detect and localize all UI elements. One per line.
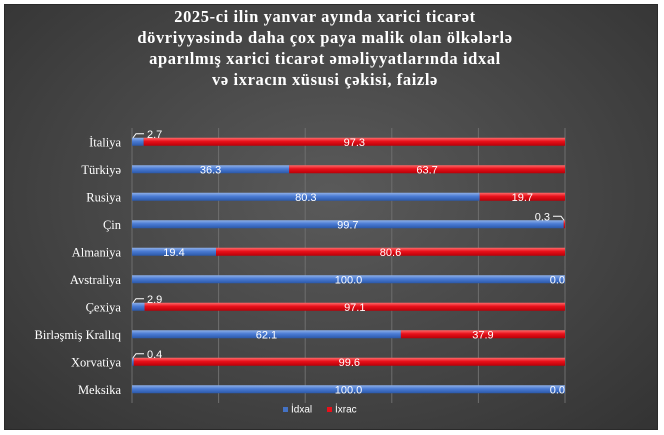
category-label: Çin: [103, 218, 122, 232]
bar-ixrac: [143, 137, 566, 146]
bar-idxal: [132, 192, 480, 201]
category-label: Almaniya: [72, 245, 122, 259]
bar-ixrac: [400, 330, 565, 339]
data-label-idxal: 36.3: [200, 164, 221, 176]
data-label-idxal: 80.3: [295, 192, 316, 204]
legend-marker-ixrac: [327, 407, 332, 412]
data-label-ixrac: 0.0: [550, 384, 565, 396]
data-label-ixrac: 0.0: [550, 274, 565, 286]
data-label-ixrac: 19.7: [512, 192, 533, 204]
leader-line: [132, 298, 144, 304]
data-label-idxal: 100.0: [335, 274, 363, 286]
legend-marker-idxal: [283, 407, 288, 412]
chart-title-line-4: və ixracın xüsusi çəkisi, faizlə: [212, 70, 438, 89]
data-label-idxal: 2.9: [147, 294, 162, 306]
category-label: Avstraliya: [70, 273, 122, 287]
bar-idxal: [132, 357, 134, 366]
data-label-ixrac: 0.3: [535, 211, 550, 223]
data-label-idxal: 100.0: [335, 384, 363, 396]
bar-ixrac: [216, 247, 565, 256]
category-label: Birləşmiş Krallıq: [35, 328, 122, 342]
legend-label-idxal: İdxal: [291, 403, 312, 416]
bar-ixrac: [289, 165, 565, 174]
bar-idxal: [132, 330, 401, 339]
category-label: İtaliya: [89, 135, 121, 149]
bar-idxal: [132, 385, 565, 394]
bar-ixrac: [144, 302, 565, 311]
data-label-idxal: 2.7: [147, 129, 162, 141]
data-label-idxal: 0.4: [147, 349, 162, 361]
data-label-ixrac: 97.1: [344, 302, 365, 314]
bar-ixrac: [479, 192, 565, 201]
data-label-ixrac: 99.6: [339, 357, 360, 369]
category-label: Türkiyə: [81, 163, 121, 177]
data-label-idxal: 19.4: [163, 247, 184, 259]
category-label: Xorvatiya: [71, 355, 121, 369]
bar-ixrac: [563, 220, 565, 229]
leader-line: [132, 133, 144, 139]
leader-line: [132, 353, 144, 359]
bar-idxal: [132, 247, 217, 256]
chart-title-line-1: 2025-ci ilin yanvar ayında xarici ticarə…: [174, 7, 476, 26]
category-label: Meksika: [78, 383, 122, 397]
category-label: Rusiya: [86, 190, 121, 204]
data-label-ixrac: 80.6: [380, 247, 401, 259]
data-label-idxal: 99.7: [337, 219, 358, 231]
bar-idxal: [132, 275, 565, 284]
bar-idxal: [132, 302, 145, 311]
chart-title: 2025-ci ilin yanvar ayında xarici ticarə…: [60, 6, 590, 90]
data-label-ixrac: 97.3: [344, 137, 365, 149]
bar-idxal: [132, 165, 290, 174]
chart-title-line-2: dövriyyəsində daha çox paya malik olan ö…: [137, 28, 513, 47]
data-label-ixrac: 37.9: [472, 329, 493, 341]
category-label: Çexiya: [86, 300, 122, 314]
legend-label-ixrac: İxrac: [335, 403, 357, 416]
data-label-idxal: 62.1: [256, 329, 277, 341]
data-label-ixrac: 63.7: [416, 164, 437, 176]
bar-idxal: [132, 220, 564, 229]
bar-ixrac: [133, 357, 565, 366]
chart-title-line-3: aparılmış xarici ticarət əməliyyatlarınd…: [149, 49, 501, 68]
bar-idxal: [132, 137, 144, 146]
leader-line: [553, 215, 565, 221]
